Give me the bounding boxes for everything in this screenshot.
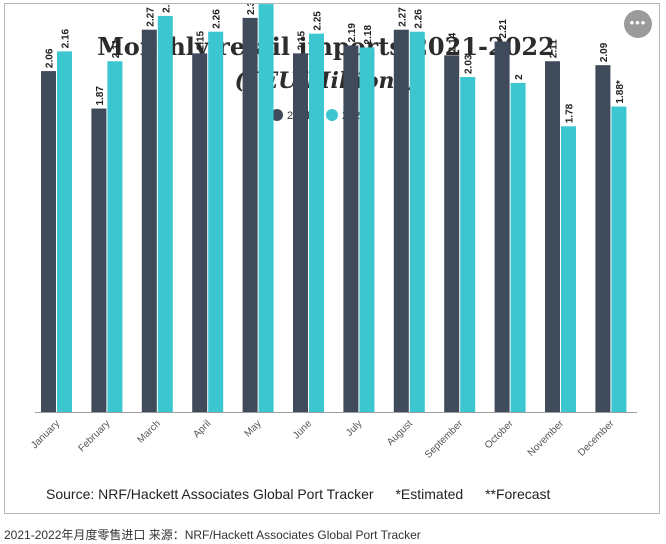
source-note: Source: NRF/Hackett Associates Global Po… (46, 486, 374, 502)
data-label-2022-october: 2 (514, 74, 525, 80)
image-caption: 2021-2022年月度零售进口 来源：NRF/Hackett Associat… (4, 528, 421, 542)
chart-footer: Source: NRF/Hackett Associates Global Po… (46, 486, 568, 502)
data-label-2021-june: 2.15 (297, 30, 308, 50)
x-tick-label-february: February (76, 418, 112, 454)
x-tick-label-july: July (344, 418, 364, 438)
data-label-2021-march: 2.27 (145, 7, 156, 27)
bar-2022-april (208, 31, 224, 412)
bar-2021-april (192, 53, 208, 413)
bar-2022-september (460, 77, 476, 412)
more-horizontal-icon: ••• (629, 15, 647, 30)
x-tick-label-january: January (29, 418, 62, 451)
bar-2021-march (141, 29, 157, 413)
more-options-button[interactable]: ••• (624, 10, 652, 38)
estimated-note: *Estimated (395, 486, 464, 502)
data-label-2021-november: 2.11 (549, 39, 560, 58)
data-label-2022-july: 2.18 (363, 25, 374, 45)
data-label-2021-october: 2.21 (498, 19, 509, 39)
data-label-2021-august: 2.27 (397, 7, 408, 27)
bar-2022-october (510, 82, 526, 412)
bar-2021-july (343, 45, 359, 413)
x-tick-label-september: September (423, 418, 466, 461)
legend-marker-2022 (326, 109, 338, 121)
bar-2022-june (309, 33, 324, 412)
data-label-2022-september: 2.03 (464, 54, 475, 74)
data-label-2022-june: 2.25 (313, 11, 324, 31)
data-label-2021-february: 1.87 (95, 86, 106, 106)
bar-chart: 202120222.062.16January1.872.11February2… (29, 4, 637, 461)
data-label-2022-april: 2.26 (212, 9, 223, 29)
data-label-2021-july: 2.19 (347, 23, 358, 43)
data-label-2022-february: 2.11 (111, 39, 122, 58)
bar-2022-march (157, 15, 173, 412)
x-tick-label-december: December (576, 418, 617, 459)
bar-2021-october (494, 41, 510, 412)
bar-2021-september (444, 55, 460, 413)
data-label-2022-january: 2.16 (61, 28, 72, 48)
x-tick-label-march: March (135, 418, 162, 445)
bar-2021-november (545, 61, 560, 413)
data-label-2022-march: 2.34 (161, 4, 172, 13)
x-tick-label-april: April (191, 418, 213, 440)
bar-2022-november (561, 126, 576, 412)
bar-2021-january (41, 71, 56, 413)
bar-2021-may (242, 17, 258, 412)
bar-2022-february (107, 61, 123, 413)
bar-2022-july (359, 47, 375, 413)
x-tick-label-may: May (243, 418, 264, 439)
bar-2021-august (393, 29, 409, 413)
legend-marker-2021 (271, 109, 283, 121)
data-label-2022-december: 1.88* (615, 80, 626, 103)
x-tick-label-november: November (526, 418, 567, 459)
data-label-2022-november: 1.78 (565, 103, 576, 123)
x-tick-label-june: June (291, 418, 314, 441)
data-label-2022-august: 2.26 (413, 9, 424, 29)
data-label-2021-september: 2.14 (448, 32, 459, 52)
bar-2022-may (258, 4, 274, 413)
bar-2021-february (91, 108, 107, 412)
forecast-note: **Forecast (485, 486, 551, 502)
bar-2021-june (293, 53, 308, 413)
data-label-2021-may: 2.33 (246, 4, 257, 15)
x-tick-label-october: October (483, 418, 516, 451)
bar-2022-august (409, 31, 425, 412)
bar-2022-december (611, 106, 627, 412)
chart-card: ••• Monthly retail imports 2021-2022 (TE… (4, 3, 660, 514)
data-label-2021-april: 2.15 (196, 30, 207, 50)
chart-title: Monthly retail imports 2021-2022 (97, 32, 555, 61)
x-tick-label-august: August (385, 418, 415, 448)
bar-2022-january (57, 51, 72, 412)
data-label-2021-december: 2.09 (599, 42, 610, 62)
data-label-2021-january: 2.06 (45, 48, 56, 68)
bar-2021-december (595, 65, 611, 413)
